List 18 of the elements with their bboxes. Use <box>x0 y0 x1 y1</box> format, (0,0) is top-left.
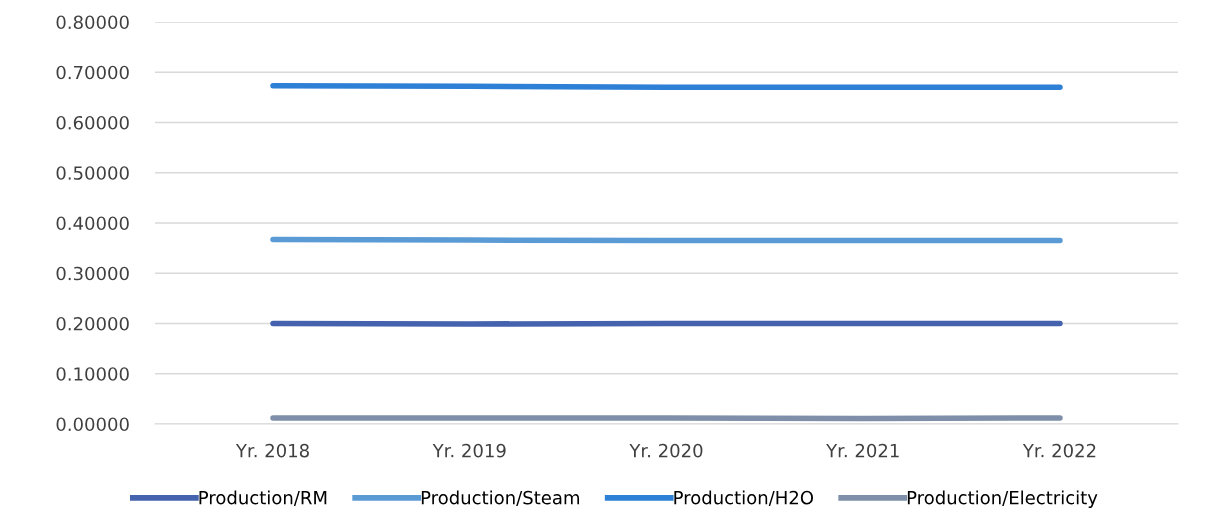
y-tick-label: 0.70000 <box>56 65 129 80</box>
y-tick-label: 0.00000 <box>56 417 129 432</box>
legend-label: Production/Electricity <box>907 490 1098 508</box>
y-tick-label: 0.50000 <box>56 166 129 180</box>
y-tick-label: 0.40000 <box>56 216 129 231</box>
x-tick-label: Yr. 2021 <box>826 443 899 458</box>
x-tick-label: Yr. 2018 <box>235 443 309 458</box>
legend-label: Production/RM <box>199 490 327 506</box>
x-tick-label: Yr. 2022 <box>1022 443 1096 458</box>
y-tick-label: 0.60000 <box>56 115 129 130</box>
y-tick-label: 0.10000 <box>56 367 129 381</box>
legend-label: Production/H2O <box>674 490 814 506</box>
x-tick-label: Yr. 2019 <box>432 443 506 458</box>
y-tick-label: 0.80000 <box>56 15 129 30</box>
y-tick-label: 0.30000 <box>56 266 129 281</box>
x-tick-label: Yr. 2020 <box>629 443 703 458</box>
legend-label: Production/Steam <box>421 490 580 506</box>
y-tick-label: 0.20000 <box>56 316 129 331</box>
